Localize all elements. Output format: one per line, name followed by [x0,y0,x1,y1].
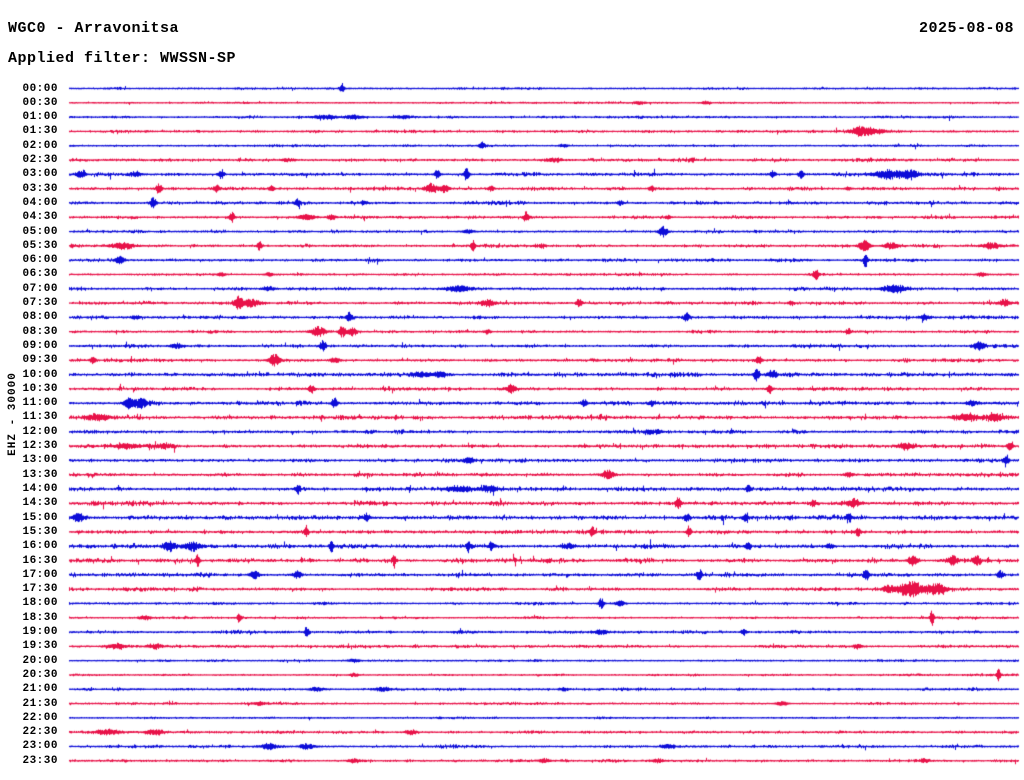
time-label: 05:30 [22,239,58,252]
time-label: 12:30 [22,440,58,453]
time-label: 21:30 [22,697,58,710]
time-label: 22:00 [22,711,58,724]
time-label: 08:00 [22,311,58,324]
time-label: 03:30 [22,182,58,195]
time-label: 03:00 [22,168,58,181]
time-label: 20:30 [22,668,58,681]
time-label: 09:30 [22,354,58,367]
time-label: 13:00 [22,454,58,467]
time-label: 15:30 [22,525,58,538]
time-label: 01:30 [22,125,58,138]
time-label: 10:30 [22,382,58,395]
time-label: 22:30 [22,726,58,739]
time-label: 23:00 [22,740,58,753]
time-label: 11:30 [22,411,58,424]
time-label: 19:00 [22,626,58,639]
time-label: 00:00 [22,82,58,95]
time-label: 00:30 [22,96,58,109]
time-label: 11:00 [22,397,58,410]
time-label: 10:00 [22,368,58,381]
time-label: 18:00 [22,597,58,610]
time-label: 16:30 [22,554,58,567]
time-label: 15:00 [22,511,58,524]
time-label: 17:30 [22,583,58,596]
time-label: 14:00 [22,483,58,495]
time-label: 19:30 [22,640,58,653]
time-label: 06:00 [22,254,58,267]
time-label: 04:00 [22,196,58,209]
time-label: 17:00 [22,568,58,581]
time-label: 20:00 [22,654,58,667]
time-label: 08:30 [22,325,58,338]
time-label: 21:00 [22,683,58,696]
time-label: 13:30 [22,468,58,481]
time-label: 18:30 [22,611,58,624]
time-label: 12:00 [22,425,58,438]
time-label: 23:30 [22,754,58,767]
time-label: 02:00 [22,139,58,152]
time-label: 16:00 [22,540,58,553]
time-label: 07:30 [22,297,58,310]
time-label: 14:30 [22,497,58,510]
time-label: 02:30 [22,154,58,167]
time-label: 09:00 [22,339,58,352]
time-label: 07:00 [22,282,58,295]
time-label: 04:30 [22,211,58,224]
time-label: 06:30 [22,268,58,281]
time-label: 01:00 [22,111,58,124]
time-label: 05:00 [22,225,58,238]
